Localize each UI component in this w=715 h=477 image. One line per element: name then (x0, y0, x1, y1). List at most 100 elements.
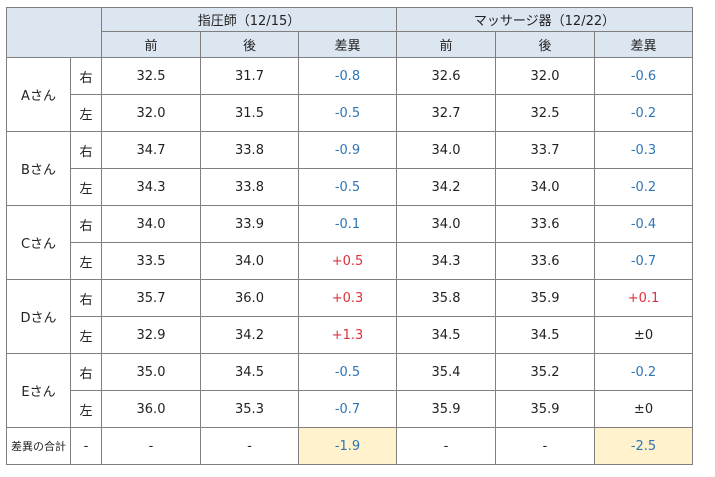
total-difference-shiatsu: -1.9 (297, 427, 398, 465)
difference-cell: -0.3 (594, 131, 694, 169)
table-row: Cさん 右 34.0 33.9 -0.1 34.0 33.6 -0.4 (6, 205, 694, 280)
side-label: 右 (70, 353, 102, 391)
side-label: 左 (70, 390, 102, 428)
column-header-difference: 差異 (594, 31, 694, 58)
group-header-shiatsu: 指圧師（12/15） (100, 7, 398, 32)
sub-header-row: 前 後 差異 前 後 差異 (7, 31, 694, 58)
difference-cell: +0.3 (297, 279, 398, 317)
table-row: 左 32.9 34.2 +1.3 34.5 34.5 ±0 (7, 316, 694, 354)
value-cell: 33.8 (200, 168, 299, 206)
person-label: Eさん (6, 353, 71, 428)
difference-cell: -0.8 (297, 57, 398, 95)
total-value-cell: - (200, 427, 299, 465)
column-header-difference: 差異 (297, 31, 398, 58)
person-label: Aさん (6, 57, 71, 132)
comparison-table: 指圧師（12/15） マッサージ器（12/22） 前 後 差異 前 後 差異 A… (6, 7, 694, 465)
column-header-after: 後 (200, 31, 299, 58)
value-cell: 32.7 (396, 94, 497, 132)
value-cell: 32.0 (101, 94, 201, 132)
person-label: Cさん (6, 205, 71, 280)
value-cell: 32.6 (396, 57, 497, 95)
value-cell: 35.8 (396, 279, 497, 317)
side-label: 左 (70, 94, 102, 132)
difference-cell: -0.9 (297, 131, 398, 169)
table-row: Aさん 右 32.5 31.7 -0.8 32.6 32.0 -0.6 (6, 57, 694, 132)
value-cell: 35.9 (396, 390, 497, 428)
group-header-massager: マッサージ器（12/22） (396, 7, 694, 32)
value-cell: 34.0 (396, 131, 497, 169)
column-header-before: 前 (101, 31, 201, 58)
difference-cell: -0.5 (297, 168, 398, 206)
person-label: Dさん (6, 279, 71, 354)
total-label: 差異の合計 (6, 427, 71, 465)
side-label: 右 (70, 205, 102, 243)
value-cell: 34.0 (396, 205, 497, 243)
value-cell: 34.2 (200, 316, 299, 354)
total-value-cell: - (101, 427, 201, 465)
value-cell: 34.3 (396, 242, 497, 280)
value-cell: 32.0 (495, 57, 596, 95)
value-cell: 34.3 (101, 168, 201, 206)
column-header-after: 後 (495, 31, 596, 58)
value-cell: 35.4 (396, 353, 497, 391)
value-cell: 34.7 (101, 131, 201, 169)
column-header-before: 前 (396, 31, 497, 58)
value-cell: 35.7 (101, 279, 201, 317)
difference-cell: -0.1 (297, 205, 398, 243)
value-cell: 34.0 (200, 242, 299, 280)
table-row: Eさん 右 35.0 34.5 -0.5 35.4 35.2 -0.2 (6, 353, 694, 428)
difference-cell: -0.7 (297, 390, 398, 428)
total-row: 差異の合計 - - - -1.9 - - -2.5 (6, 427, 694, 465)
difference-cell: -0.6 (594, 57, 694, 95)
difference-cell: -0.2 (594, 94, 694, 132)
table-row: 左 34.3 33.8 -0.5 34.2 34.0 -0.2 (7, 168, 694, 206)
value-cell: 34.5 (396, 316, 497, 354)
value-cell: 32.5 (495, 94, 596, 132)
side-label: 左 (70, 168, 102, 206)
value-cell: 36.0 (101, 390, 201, 428)
difference-cell: ±0 (594, 390, 694, 428)
difference-cell: +0.1 (594, 279, 694, 317)
group-header-row: 指圧師（12/15） マッサージ器（12/22） (6, 7, 694, 58)
difference-cell: -0.2 (594, 168, 694, 206)
value-cell: 34.0 (101, 205, 201, 243)
difference-cell: -0.7 (594, 242, 694, 280)
side-label: 右 (70, 279, 102, 317)
difference-cell: -0.5 (297, 94, 398, 132)
value-cell: 35.9 (495, 279, 596, 317)
table-row: 左 32.0 31.5 -0.5 32.7 32.5 -0.2 (7, 94, 694, 132)
difference-cell: ±0 (594, 316, 694, 354)
value-cell: 33.8 (200, 131, 299, 169)
value-cell: 35.3 (200, 390, 299, 428)
value-cell: 35.9 (495, 390, 596, 428)
value-cell: 33.6 (495, 242, 596, 280)
value-cell: 33.6 (495, 205, 596, 243)
value-cell: 34.0 (495, 168, 596, 206)
value-cell: 33.5 (101, 242, 201, 280)
difference-cell: +0.5 (297, 242, 398, 280)
side-label: 右 (70, 131, 102, 169)
value-cell: 35.2 (495, 353, 596, 391)
value-cell: 34.2 (396, 168, 497, 206)
difference-cell: -0.4 (594, 205, 694, 243)
table-row: 左 36.0 35.3 -0.7 35.9 35.9 ±0 (7, 390, 694, 428)
side-label: 左 (70, 242, 102, 280)
difference-cell: -0.5 (297, 353, 398, 391)
value-cell: 33.7 (495, 131, 596, 169)
value-cell: 32.9 (101, 316, 201, 354)
person-label: Bさん (6, 131, 71, 206)
side-label: 右 (70, 57, 102, 95)
value-cell: 31.5 (200, 94, 299, 132)
total-side-cell: - (70, 427, 102, 465)
total-difference-massager: -2.5 (594, 427, 694, 465)
total-value-cell: - (495, 427, 596, 465)
value-cell: 34.5 (200, 353, 299, 391)
side-label: 左 (70, 316, 102, 354)
table-row: Bさん 右 34.7 33.8 -0.9 34.0 33.7 -0.3 (6, 131, 694, 206)
value-cell: 35.0 (101, 353, 201, 391)
difference-cell: +1.3 (297, 316, 398, 354)
value-cell: 32.5 (101, 57, 201, 95)
value-cell: 31.7 (200, 57, 299, 95)
table-row: Dさん 右 35.7 36.0 +0.3 35.8 35.9 +0.1 (6, 279, 694, 354)
